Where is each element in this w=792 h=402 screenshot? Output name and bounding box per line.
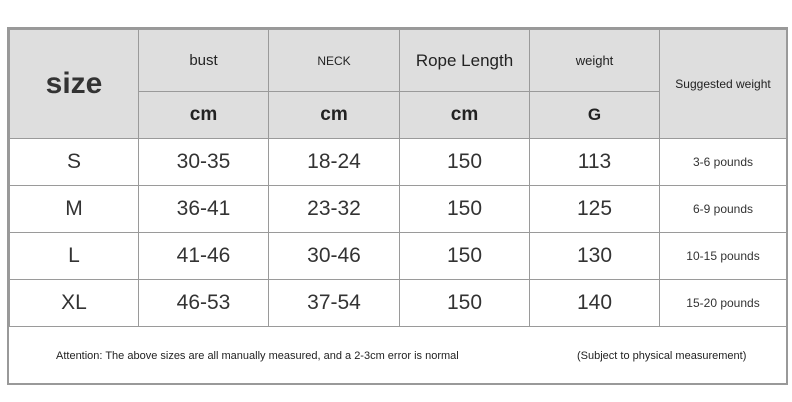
unit-row: cm cm cm G	[10, 91, 787, 139]
suggested-cell: 3-6 pounds	[659, 138, 787, 186]
neck-cell: 23-32	[268, 185, 400, 233]
rope-length-unit: cm	[399, 91, 530, 139]
neck-cell: 30-46	[268, 232, 400, 280]
bust-cell: 36-41	[138, 185, 269, 233]
size-table: size bust NECK Rope Length weight Sugges…	[9, 29, 787, 327]
size-cell: L	[9, 232, 139, 280]
bust-cell: 30-35	[138, 138, 269, 186]
size-cell: S	[9, 138, 139, 186]
suggested-cell: 6-9 pounds	[659, 185, 787, 233]
weight-header: weight	[529, 29, 660, 92]
weight-cell: 140	[529, 279, 660, 327]
table-row: M 36-41 23-32 150 125 6-9 pounds	[9, 185, 787, 233]
weight-cell: 125	[529, 185, 660, 233]
header-row: size bust NECK Rope Length weight Sugges…	[9, 29, 787, 139]
neck-cell: 18-24	[268, 138, 400, 186]
size-chart: size bust NECK Rope Length weight Sugges…	[7, 27, 788, 385]
table-row: XL 46-53 37-54 150 140 15-20 pounds	[9, 279, 787, 327]
suggested-weight-header: Suggested weight	[659, 29, 787, 139]
rope-cell: 150	[399, 232, 530, 280]
table-row: L 41-46 30-46 150 130 10-15 pounds	[9, 232, 787, 280]
weight-unit: G	[529, 91, 660, 139]
weight-cell: 113	[529, 138, 660, 186]
footer-note: Attention: The above sizes are all manua…	[9, 326, 786, 383]
bust-cell: 41-46	[138, 232, 269, 280]
suggested-cell: 15-20 pounds	[659, 279, 787, 327]
rope-length-header: Rope Length	[399, 29, 530, 92]
size-cell: M	[9, 185, 139, 233]
rope-cell: 150	[399, 185, 530, 233]
size-header: size	[9, 29, 139, 139]
rope-cell: 150	[399, 138, 530, 186]
subject-note: (Subject to physical measurement)	[577, 350, 747, 362]
weight-cell: 130	[529, 232, 660, 280]
neck-header: NECK	[268, 29, 400, 92]
rope-cell: 150	[399, 279, 530, 327]
neck-cell: 37-54	[268, 279, 400, 327]
bust-header: bust	[138, 29, 269, 92]
bust-unit: cm	[138, 91, 269, 139]
suggested-cell: 10-15 pounds	[659, 232, 787, 280]
table-row: S 30-35 18-24 150 113 3-6 pounds	[9, 138, 787, 186]
neck-unit: cm	[268, 91, 400, 139]
attention-note: Attention: The above sizes are all manua…	[56, 350, 459, 362]
bust-cell: 46-53	[138, 279, 269, 327]
size-cell: XL	[9, 279, 139, 327]
